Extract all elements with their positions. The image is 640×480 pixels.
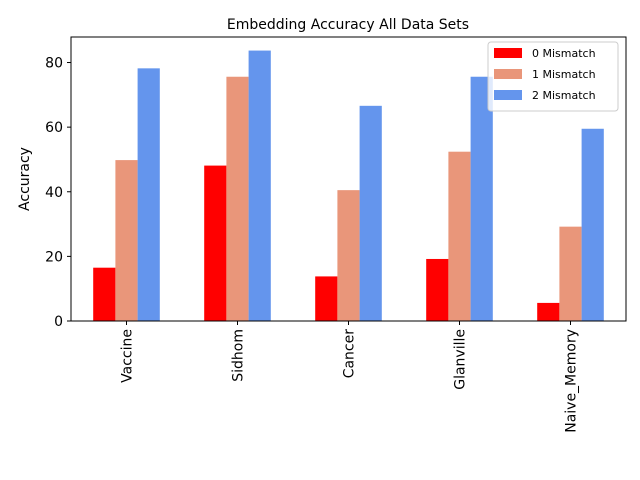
bar-vaccine-series-2 [137,68,160,322]
bar-cancer-series-0 [315,276,338,321]
y-axis: 0 20 40 60 80 [45,56,71,330]
x-tick-label: Sidhom [231,329,247,382]
chart-title: Embedding Accuracy All Data Sets [227,17,469,33]
x-tick-label: Naive_Memory [564,329,580,433]
legend-label: 0 Mismatch [532,47,596,60]
bar-glanville-series-0 [426,258,449,321]
plot-frame [70,36,627,322]
legend: 0 Mismatch 1 Mismatch 2 Mismatch [487,41,619,112]
y-tick-label: 60 [45,120,63,136]
bar-naive-memory-series-0 [537,302,560,321]
bar-vaccine-series-1 [115,160,138,321]
bar-cancer-series-1 [337,190,360,321]
legend-swatch [494,90,522,100]
legend-label: 2 Mismatch [532,89,596,102]
y-tick-label: 0 [54,314,63,330]
x-tick-label: Glanville [453,329,469,390]
bar-sidhom-series-1 [226,76,249,321]
bar-naive-memory-series-1 [559,226,582,321]
x-tick-label: Vaccine [120,329,136,383]
bar-vaccine-series-0 [93,267,116,321]
bar-sidhom-series-2 [248,50,271,321]
y-tick-label: 80 [45,56,63,72]
bar-naive-memory-series-2 [581,128,604,321]
x-axis: Vaccine Sidhom Cancer Glanville Naive_Memory [120,321,580,433]
bars-group [93,50,604,322]
y-tick-label: 20 [45,249,63,265]
x-tick-label: Cancer [342,329,358,379]
legend-swatch [494,69,522,79]
bar-glanville-series-1 [448,151,471,321]
bar-cancer-series-2 [359,105,382,321]
bar-glanville-series-2 [470,76,493,321]
bar-sidhom-series-0 [204,165,227,321]
y-axis-label: Accuracy [17,147,33,211]
legend-swatch [494,48,522,58]
legend-label: 1 Mismatch [532,68,596,81]
y-tick-label: 40 [45,185,63,201]
